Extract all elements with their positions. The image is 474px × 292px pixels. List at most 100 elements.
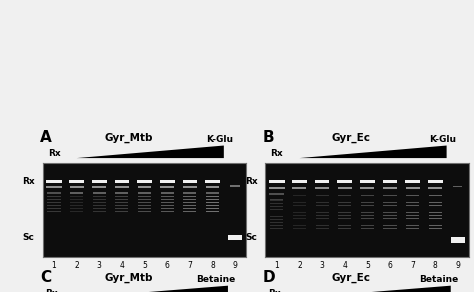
Bar <box>316 212 328 213</box>
Bar <box>383 187 397 189</box>
Bar <box>338 222 351 223</box>
Bar <box>230 185 240 187</box>
Bar <box>361 202 374 203</box>
Text: Rx: Rx <box>271 149 283 158</box>
Bar <box>338 205 351 206</box>
Bar <box>293 202 306 203</box>
Bar <box>383 225 397 226</box>
Bar <box>383 228 397 229</box>
Bar <box>293 208 306 209</box>
Bar <box>406 187 419 189</box>
Bar <box>293 222 306 223</box>
Bar <box>338 208 351 209</box>
Bar <box>406 222 419 223</box>
Bar <box>406 225 419 226</box>
Bar <box>161 208 174 209</box>
Bar <box>293 195 306 196</box>
Text: Gyr_Ec: Gyr_Ec <box>331 133 371 143</box>
Text: 2: 2 <box>297 261 302 270</box>
Bar <box>360 180 374 183</box>
Bar <box>93 208 106 209</box>
Bar <box>406 215 419 216</box>
Bar <box>70 220 83 221</box>
Bar <box>138 205 151 206</box>
Bar <box>316 195 328 196</box>
Bar <box>137 180 152 183</box>
Bar <box>270 199 283 200</box>
Bar <box>137 186 152 188</box>
Bar <box>270 219 283 220</box>
Bar <box>406 208 419 209</box>
Bar <box>160 180 174 183</box>
Bar <box>361 212 374 213</box>
Bar <box>93 192 106 194</box>
Bar <box>406 212 419 213</box>
Bar <box>361 208 374 209</box>
Bar <box>383 180 397 183</box>
Bar <box>429 208 442 209</box>
Bar <box>93 211 106 212</box>
Bar <box>93 196 106 197</box>
Bar <box>383 195 397 196</box>
Bar <box>115 205 128 206</box>
Text: Rx: Rx <box>245 177 257 186</box>
Bar <box>115 211 128 212</box>
Bar <box>383 212 397 213</box>
Bar <box>406 202 419 203</box>
Bar <box>183 202 196 203</box>
Bar <box>429 215 442 216</box>
Bar <box>70 192 83 194</box>
Bar <box>183 220 196 221</box>
Bar <box>316 225 328 226</box>
Bar <box>138 220 151 221</box>
Bar <box>206 192 219 194</box>
Bar <box>338 218 351 219</box>
Bar <box>316 202 328 203</box>
Bar <box>454 186 463 187</box>
Bar <box>429 228 442 229</box>
Bar <box>429 195 442 196</box>
Bar <box>115 196 128 197</box>
Bar <box>160 186 174 188</box>
Bar <box>383 208 397 209</box>
Bar <box>315 187 329 189</box>
Bar <box>70 186 83 188</box>
Bar <box>115 199 128 200</box>
Text: 6: 6 <box>165 261 170 270</box>
Bar <box>70 205 83 206</box>
Text: 9: 9 <box>233 261 237 270</box>
Bar <box>361 228 374 229</box>
Bar <box>70 199 83 200</box>
Bar <box>338 228 351 229</box>
Text: 5: 5 <box>365 261 370 270</box>
Bar <box>161 220 174 221</box>
Bar <box>361 205 374 206</box>
Bar <box>429 225 442 226</box>
Bar <box>138 211 151 212</box>
Bar <box>47 205 61 206</box>
Bar <box>138 199 151 200</box>
Bar <box>115 208 128 209</box>
Bar <box>316 222 328 223</box>
Bar <box>361 215 374 216</box>
Bar <box>293 228 306 229</box>
Bar <box>115 192 128 194</box>
Bar <box>429 218 442 219</box>
Bar <box>383 222 397 223</box>
Bar <box>269 193 284 195</box>
Bar <box>270 200 283 201</box>
Bar <box>115 220 128 221</box>
Bar <box>183 205 196 206</box>
Bar <box>270 209 283 210</box>
Bar <box>206 186 219 188</box>
Text: K-Glu: K-Glu <box>428 135 456 144</box>
Text: Gyr_Mtb: Gyr_Mtb <box>104 133 153 143</box>
Bar <box>182 180 197 183</box>
Bar <box>293 218 306 219</box>
Bar <box>92 186 106 188</box>
Bar <box>161 205 174 206</box>
Bar <box>183 211 196 212</box>
Text: 9: 9 <box>456 261 460 270</box>
Bar <box>315 180 329 183</box>
Bar <box>338 225 351 226</box>
